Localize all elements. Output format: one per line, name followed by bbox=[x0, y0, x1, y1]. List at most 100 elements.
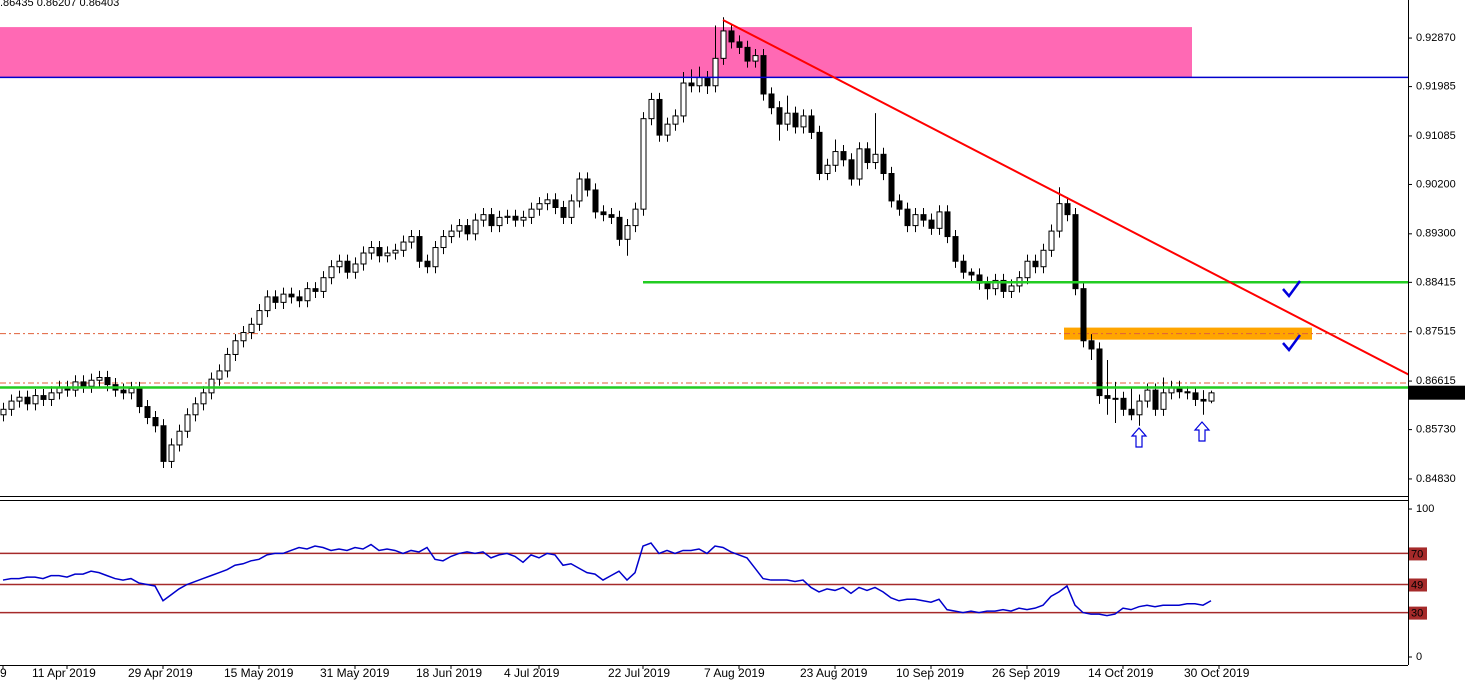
candle-body bbox=[392, 249, 399, 254]
y-tick-label: 0.86615 bbox=[1416, 375, 1456, 387]
candle-body bbox=[1096, 348, 1103, 397]
candle-body bbox=[880, 153, 887, 175]
check-mark bbox=[1282, 334, 1302, 353]
candle-body bbox=[88, 379, 95, 387]
candle-body bbox=[752, 55, 759, 62]
candle-body bbox=[1184, 391, 1191, 394]
candle-body bbox=[592, 189, 599, 213]
candle-body bbox=[600, 211, 607, 216]
candle-body bbox=[264, 296, 271, 312]
candle-body bbox=[488, 214, 495, 227]
candle-body bbox=[448, 230, 455, 238]
candle-body bbox=[400, 241, 407, 251]
candle-body bbox=[200, 392, 207, 405]
candle-body bbox=[328, 266, 335, 279]
candle-body bbox=[224, 353, 231, 372]
candle-body bbox=[888, 173, 895, 202]
candle-body bbox=[248, 323, 255, 334]
candle-body bbox=[520, 216, 527, 221]
candle-body bbox=[1112, 397, 1119, 400]
candle-body bbox=[528, 208, 535, 218]
candle-body bbox=[408, 236, 415, 243]
candle-body bbox=[32, 395, 39, 405]
candle-body bbox=[568, 200, 575, 218]
candle-body bbox=[856, 148, 863, 180]
candle-body bbox=[840, 151, 847, 161]
candle-body bbox=[544, 199, 551, 205]
candle-body bbox=[352, 263, 359, 273]
candle-body bbox=[1136, 400, 1143, 416]
candle-body bbox=[1024, 260, 1031, 279]
candle-body bbox=[304, 288, 311, 302]
candle-body bbox=[864, 148, 871, 164]
candle-body bbox=[176, 430, 183, 446]
candle-body bbox=[24, 396, 31, 405]
x-tick-label: 23 Aug 2019 bbox=[800, 666, 868, 680]
candle-body bbox=[920, 214, 927, 221]
candle-body bbox=[1144, 389, 1151, 402]
candle-body bbox=[136, 387, 143, 408]
candle-body bbox=[1160, 392, 1167, 410]
rsi-line bbox=[2, 542, 1212, 617]
candle-body bbox=[664, 123, 671, 136]
x-tick-label: 31 May 2019 bbox=[320, 666, 390, 680]
candle-body bbox=[256, 310, 263, 325]
x-tick-label: 10 Sep 2019 bbox=[896, 666, 964, 680]
candle-body bbox=[16, 396, 23, 402]
candle-body bbox=[712, 57, 719, 87]
zone bbox=[1064, 327, 1312, 340]
candle-body bbox=[736, 41, 743, 48]
candle-body bbox=[792, 112, 799, 128]
candle-body bbox=[784, 112, 791, 125]
candle-body bbox=[384, 252, 391, 257]
rsi-level-box bbox=[1409, 606, 1427, 620]
candle-body bbox=[728, 30, 735, 43]
candle-body bbox=[696, 77, 703, 87]
x-tick-label: 9 bbox=[0, 666, 7, 680]
x-tick-label: 26 Sep 2019 bbox=[992, 666, 1060, 680]
candle-body bbox=[144, 406, 151, 419]
last-price-box bbox=[1409, 385, 1465, 400]
candle-body bbox=[1048, 230, 1055, 251]
up-arrow bbox=[1193, 421, 1211, 442]
candle-body bbox=[816, 131, 823, 175]
candle-body bbox=[1008, 285, 1015, 292]
candle-body bbox=[608, 214, 615, 218]
y-tick-label: 0.84830 bbox=[1416, 473, 1456, 485]
candle-body bbox=[704, 77, 711, 87]
candle-body bbox=[240, 332, 247, 342]
candle-body bbox=[968, 271, 975, 276]
candle-body bbox=[1104, 395, 1111, 399]
up-arrow bbox=[1130, 427, 1148, 448]
rsi-level-label: 70 bbox=[1411, 548, 1423, 560]
rsi-level-label: 49 bbox=[1411, 579, 1423, 591]
candle-body bbox=[1072, 214, 1079, 290]
rsi-level-label: 30 bbox=[1411, 608, 1423, 620]
candle-body bbox=[472, 219, 479, 235]
candle-body bbox=[40, 395, 47, 400]
candle-body bbox=[760, 55, 767, 95]
candle-body bbox=[656, 98, 663, 136]
candle-body bbox=[952, 236, 959, 262]
candle-body bbox=[616, 216, 623, 240]
y-tick-label: 0.92870 bbox=[1416, 32, 1456, 44]
candle-body bbox=[80, 381, 87, 387]
candle-body bbox=[168, 444, 175, 462]
candle-body bbox=[680, 82, 687, 117]
x-tick-label: 22 Jul 2019 bbox=[608, 666, 670, 680]
candle-body bbox=[464, 225, 471, 235]
candle-body bbox=[944, 211, 951, 238]
candle-body bbox=[848, 159, 855, 180]
rsi-tick-label: 0 bbox=[1416, 651, 1422, 663]
last-price-label: 0.86403 bbox=[1414, 387, 1454, 399]
candle-body bbox=[232, 340, 239, 355]
trendline bbox=[722, 19, 1408, 376]
candle-body bbox=[1128, 408, 1135, 416]
candle-body bbox=[936, 211, 943, 229]
candle-body bbox=[1192, 392, 1199, 400]
candle-body bbox=[992, 279, 999, 290]
y-tick-label: 0.89300 bbox=[1416, 228, 1456, 240]
